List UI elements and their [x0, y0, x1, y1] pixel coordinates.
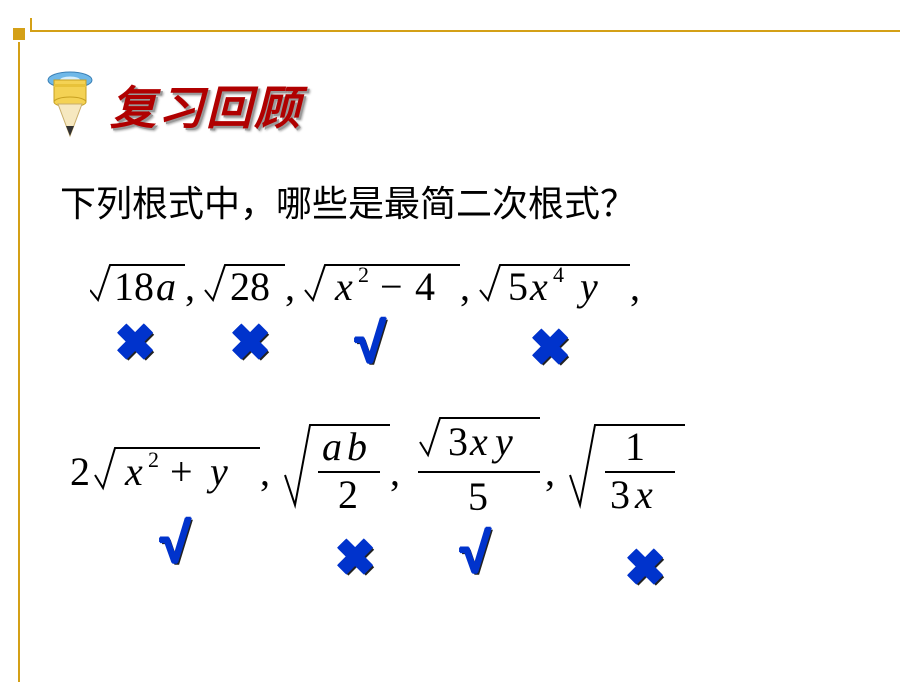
- mark-row2-1: √: [160, 510, 191, 575]
- svg-text:x: x: [529, 264, 548, 309]
- frame-top-horizontal: [30, 30, 900, 32]
- svg-text:1: 1: [625, 424, 645, 469]
- svg-text:,: ,: [285, 264, 295, 309]
- pencil-icon: [40, 70, 100, 140]
- svg-text:18: 18: [114, 264, 154, 309]
- svg-text:y: y: [206, 449, 228, 494]
- question-text: 下列根式中，哪些是最简二次根式？: [60, 175, 636, 227]
- svg-text:,: ,: [460, 264, 470, 309]
- svg-text:2: 2: [70, 449, 90, 494]
- svg-text:,: ,: [630, 264, 640, 309]
- svg-text:2: 2: [358, 262, 369, 287]
- svg-text:b: b: [347, 424, 367, 469]
- row1-math-svg: 18a , 28 , x2 − 4 , 5x 4 y ,: [90, 250, 710, 330]
- svg-text:2: 2: [148, 447, 159, 472]
- svg-text:y: y: [491, 419, 513, 464]
- svg-text:4: 4: [415, 264, 435, 309]
- mark-row1-4: ✖: [530, 320, 570, 376]
- svg-text:,: ,: [390, 449, 400, 494]
- svg-text:4: 4: [553, 262, 564, 287]
- mark-row2-4: ✖: [625, 540, 665, 596]
- svg-text:+: +: [170, 449, 193, 494]
- svg-text:3: 3: [610, 472, 630, 517]
- mark-row1-2: ✖: [230, 315, 270, 371]
- svg-text:2: 2: [338, 472, 358, 517]
- svg-text:5: 5: [468, 474, 488, 519]
- svg-text:a: a: [156, 264, 176, 309]
- title-row: 复习回顾: [40, 70, 302, 140]
- svg-text:,: ,: [185, 264, 195, 309]
- mark-row2-3: √: [460, 520, 491, 585]
- svg-text:,: ,: [545, 449, 555, 494]
- frame-left-vertical: [18, 42, 20, 682]
- svg-text:x: x: [334, 264, 353, 309]
- title-text: 复习回顾: [110, 72, 302, 138]
- svg-text:x: x: [634, 472, 653, 517]
- svg-text:−: −: [380, 264, 403, 309]
- svg-text:,: ,: [260, 449, 270, 494]
- mark-row2-2: ✖: [335, 530, 375, 586]
- svg-text:x: x: [469, 419, 488, 464]
- frame-corner-square: [13, 28, 25, 40]
- svg-text:y: y: [576, 264, 598, 309]
- svg-text:a: a: [322, 424, 342, 469]
- frame-top-tick: [30, 18, 32, 32]
- svg-text:5: 5: [508, 264, 528, 309]
- math-row-1: 18a , 28 , x2 − 4 , 5x 4 y ,: [90, 250, 710, 330]
- svg-text:28: 28: [230, 264, 270, 309]
- mark-row1-1: ✖: [115, 315, 155, 371]
- svg-text:x: x: [124, 449, 143, 494]
- mark-row1-3: √: [355, 310, 386, 375]
- svg-text:3: 3: [448, 419, 468, 464]
